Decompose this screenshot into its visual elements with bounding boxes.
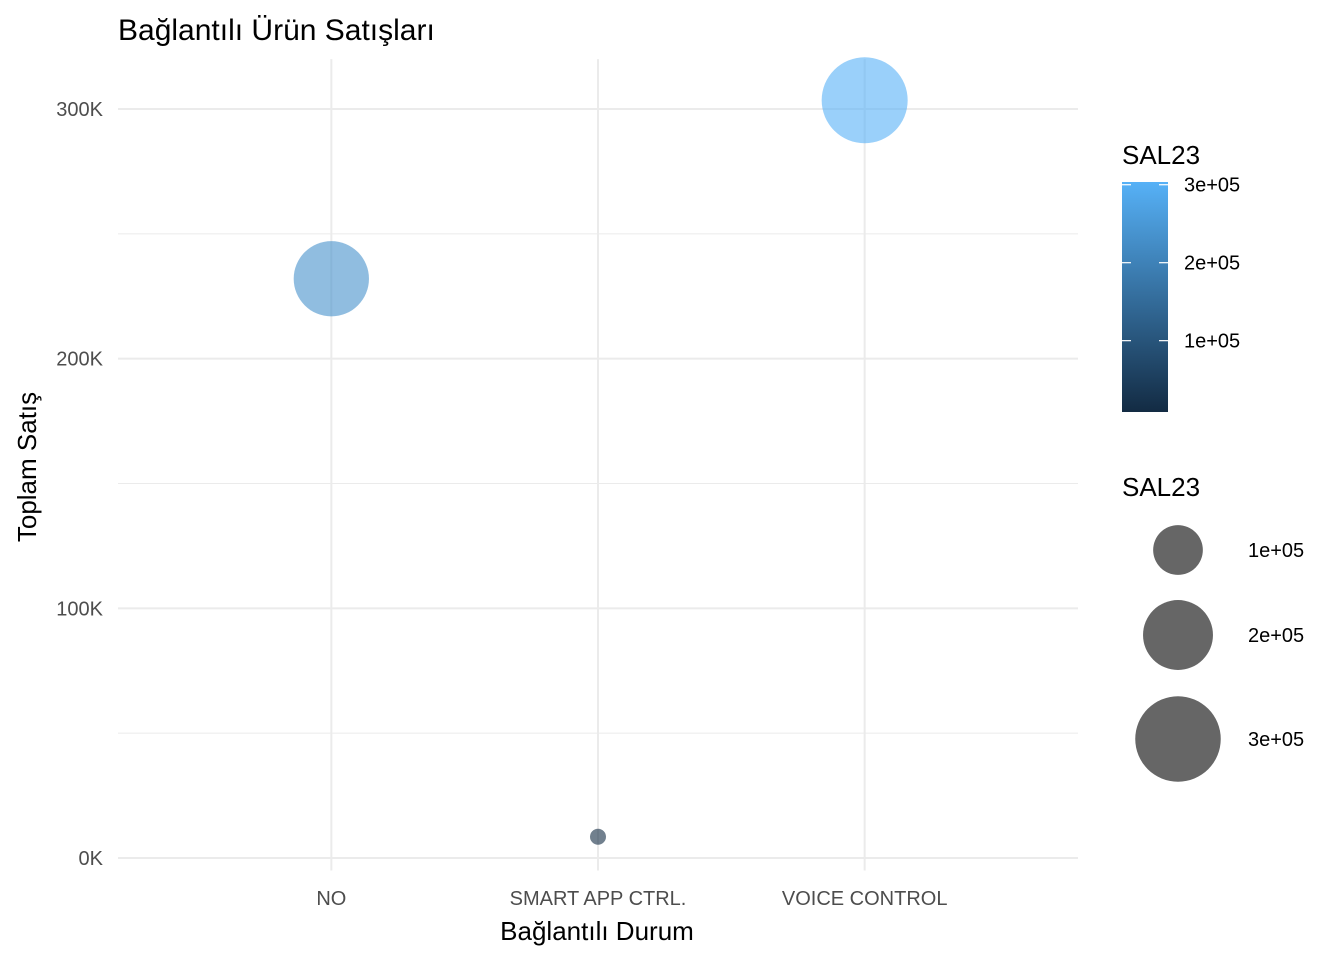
size-legend-key xyxy=(1135,696,1221,782)
data-point xyxy=(590,828,606,845)
y-tick-label: 200K xyxy=(56,349,103,371)
data-point xyxy=(821,57,908,144)
colorbar xyxy=(1122,182,1168,412)
data-point xyxy=(293,241,369,317)
color-legend: SAL23 1e+05 2e+05 3e+05 xyxy=(1122,140,1240,412)
size-legend-key xyxy=(1153,525,1203,575)
y-axis-ticks: 0K 100K 200K 300K xyxy=(56,99,103,870)
size-legend-label: 1e+05 xyxy=(1248,540,1304,562)
colorbar-tick-label: 2e+05 xyxy=(1184,253,1240,275)
colorbar-tick-label: 1e+05 xyxy=(1184,331,1240,353)
y-tick-label: 100K xyxy=(56,598,103,620)
x-tick-label: VOICE CONTROL xyxy=(782,888,948,910)
colorbar-ticks: 1e+05 2e+05 3e+05 xyxy=(1122,175,1240,353)
data-points xyxy=(293,57,908,845)
y-tick-label: 300K xyxy=(56,99,103,121)
y-axis-label: Toplam Satış xyxy=(12,392,42,542)
size-legend-keys: 1e+05 2e+05 3e+05 xyxy=(1135,525,1304,782)
chart-title: Bağlantılı Ürün Satışları xyxy=(118,14,435,47)
x-tick-label: SMART APP CTRL. xyxy=(510,888,687,910)
x-axis-ticks: NO SMART APP CTRL. VOICE CONTROL xyxy=(316,888,947,910)
size-legend-label: 3e+05 xyxy=(1248,729,1304,751)
size-legend-label: 2e+05 xyxy=(1248,625,1304,647)
y-tick-label: 0K xyxy=(79,848,104,870)
size-legend-title: SAL23 xyxy=(1122,472,1200,502)
colorbar-tick-label: 3e+05 xyxy=(1184,175,1240,197)
x-tick-label: NO xyxy=(316,888,346,910)
size-legend-key xyxy=(1143,600,1213,670)
size-legend: SAL23 1e+05 2e+05 3e+05 xyxy=(1122,472,1304,782)
color-legend-title: SAL23 xyxy=(1122,140,1200,170)
grid-major xyxy=(118,59,1078,871)
x-axis-label: Bağlantılı Durum xyxy=(500,916,694,946)
